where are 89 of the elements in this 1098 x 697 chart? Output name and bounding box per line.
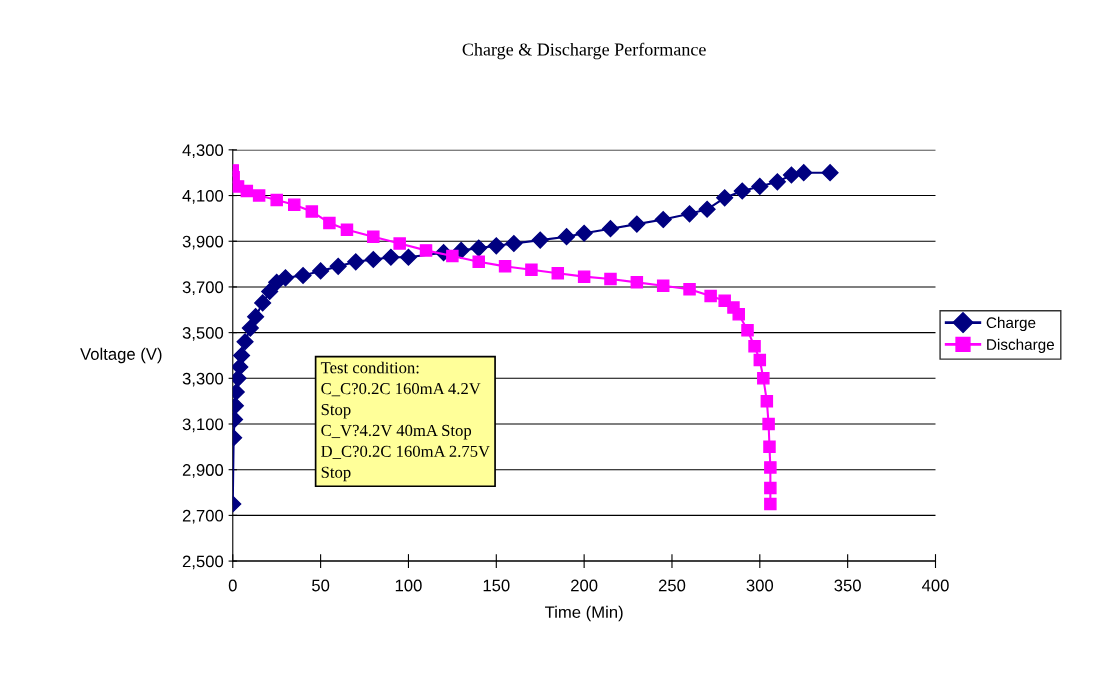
point	[367, 230, 380, 243]
point	[470, 239, 488, 257]
point	[760, 394, 774, 408]
y-tick-label: 4,100	[182, 189, 224, 204]
point	[601, 220, 620, 238]
point	[276, 269, 295, 287]
x-tick-label: 300	[746, 579, 774, 592]
point	[716, 189, 734, 207]
point	[419, 244, 433, 257]
point	[757, 372, 770, 385]
point	[270, 193, 283, 207]
point	[305, 205, 319, 218]
point	[525, 263, 538, 277]
point	[604, 272, 617, 286]
x-tick-label: 0	[228, 579, 237, 592]
y-tick-label: 3,100	[182, 418, 224, 433]
point	[236, 333, 254, 351]
point	[656, 279, 670, 293]
point	[288, 198, 301, 211]
chart-title: Charge & Discharge Performance	[462, 42, 706, 60]
point	[487, 237, 505, 255]
point	[577, 270, 591, 283]
point	[247, 308, 265, 326]
x-tick-label: 400	[921, 579, 949, 592]
y-axis-title: Voltage (V)	[80, 347, 162, 364]
point	[241, 319, 259, 337]
point	[753, 353, 767, 367]
point	[294, 266, 312, 285]
point	[680, 205, 699, 223]
point	[498, 260, 512, 273]
y-tick-label: 3,900	[182, 235, 224, 250]
point	[261, 282, 279, 301]
x-tick-label: 250	[658, 579, 686, 592]
x-tick-label: 50	[312, 579, 330, 592]
point	[748, 340, 761, 353]
point	[347, 253, 365, 271]
point	[232, 358, 249, 376]
point	[472, 255, 485, 269]
point	[795, 164, 813, 182]
point	[751, 177, 769, 195]
y-tick-label: 4,300	[182, 144, 224, 159]
point	[340, 223, 354, 237]
point	[558, 228, 576, 246]
x-tick-label: 150	[483, 579, 510, 592]
y-tick-label: 2,700	[182, 509, 224, 524]
point	[768, 173, 786, 191]
point	[764, 461, 777, 474]
point	[364, 250, 382, 269]
y-tick-label: 2,500	[182, 555, 224, 570]
legend-label: Discharge	[987, 338, 1055, 353]
point	[630, 276, 644, 289]
y-tick-label: 2,900	[182, 464, 224, 478]
y-tick-label: 3,500	[182, 327, 224, 341]
point	[654, 210, 672, 229]
point	[531, 231, 549, 249]
point	[821, 164, 839, 182]
point	[323, 216, 336, 230]
point	[628, 215, 646, 233]
point	[312, 262, 330, 280]
point	[551, 266, 565, 280]
point	[393, 237, 406, 250]
point	[698, 200, 716, 218]
y-tick-label: 3,700	[182, 281, 224, 296]
point	[252, 189, 266, 202]
x-tick-label: 100	[395, 579, 422, 592]
point	[240, 184, 254, 198]
y-tick-label: 3,300	[182, 372, 224, 387]
point	[782, 166, 800, 184]
point	[254, 294, 272, 312]
point	[329, 257, 347, 275]
point	[446, 249, 459, 263]
point	[764, 481, 777, 495]
point	[763, 440, 776, 454]
point	[732, 308, 745, 321]
point	[505, 234, 523, 253]
legend-label: Charge	[986, 316, 1036, 332]
point	[683, 282, 696, 296]
point	[399, 248, 418, 266]
x-tick-label: 350	[834, 579, 861, 592]
point	[764, 497, 777, 511]
point	[762, 417, 775, 431]
point	[733, 182, 751, 200]
x-axis-title: Time (Min)	[545, 605, 623, 622]
point	[741, 324, 754, 337]
annotation: Test condition: C_C?0.2C 160mA 4.2V Stop C_V?4.2V 40mA Stop D_C?0.2C 160mA 2.75V Stop	[320, 361, 490, 482]
point	[704, 289, 717, 303]
point	[575, 224, 593, 242]
point	[382, 248, 400, 266]
x-tick-label: 200	[571, 579, 598, 592]
